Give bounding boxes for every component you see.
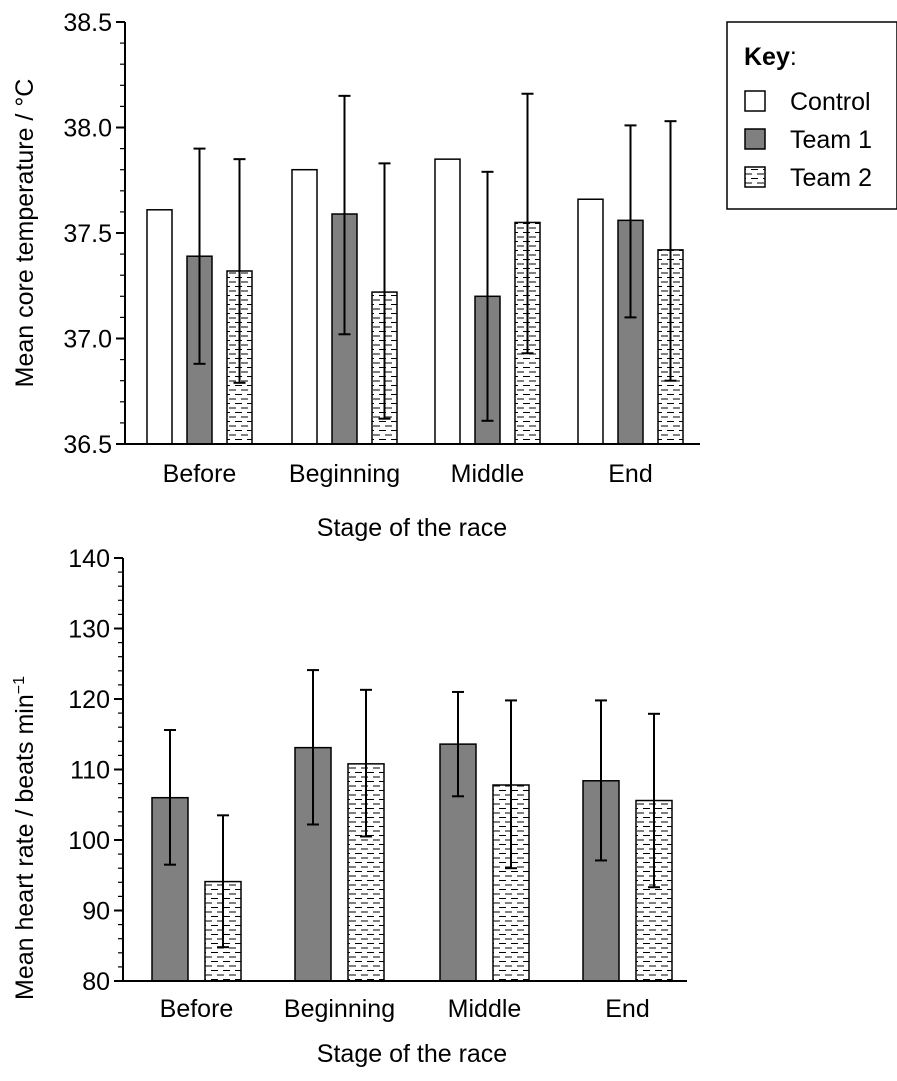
temperature-y-axis-title: Mean core temperature / °C	[11, 79, 39, 388]
temperature-y-tick-label: 38.0	[63, 115, 112, 143]
heart-rate-y-axis-title: Mean heart rate / beats min−1	[11, 676, 39, 1000]
heart-rate-chart: Mean heart rate / beats min−1 80 90 100 110…	[11, 545, 687, 1068]
heart-rate-y-tick-label: 140	[68, 545, 110, 573]
legend-title-colon: :	[790, 43, 797, 71]
temperature-y-tick-label: 37.0	[63, 326, 112, 354]
legend-swatch-control	[745, 91, 765, 111]
temperature-bars	[147, 159, 683, 444]
temperature-bar-control-end	[578, 199, 603, 444]
temperature-x-labels: Before Beginning Middle End	[163, 460, 653, 488]
heart-rate-category-label: Before	[160, 995, 234, 1023]
temperature-y-tick-label: 38.5	[63, 9, 112, 37]
temperature-y-ticks: 36.5 37.0 37.5 38.0 38.5	[63, 9, 125, 459]
heart-rate-y-tick-label: 80	[82, 968, 110, 996]
heart-rate-x-axis-title: Stage of the race	[317, 1040, 507, 1068]
temperature-category-label: Before	[163, 460, 237, 488]
temperature-category-label: Beginning	[289, 460, 400, 488]
heart-rate-y-tick-label: 130	[68, 616, 110, 644]
temperature-bar-control-before	[147, 210, 172, 444]
temperature-category-label: End	[608, 460, 652, 488]
temperature-bar-control-beginning	[292, 170, 317, 444]
heart-rate-y-axis-title-superscript: −1	[11, 676, 28, 694]
legend-label-control: Control	[790, 88, 871, 116]
legend-label-team-1: Team 1	[790, 126, 872, 154]
temperature-bar-control-middle	[435, 159, 460, 444]
heart-rate-y-ticks: 80 90 100 110 120 130 140	[68, 545, 123, 996]
legend-label-team-2: Team 2	[790, 164, 872, 192]
heart-rate-y-tick-label: 90	[82, 898, 110, 926]
temperature-x-axis-title: Stage of the race	[317, 514, 507, 542]
legend-title: Key:	[744, 43, 797, 71]
temperature-category-label: Middle	[451, 460, 525, 488]
legend-swatch-team-1	[745, 129, 765, 149]
heart-rate-bars	[152, 744, 672, 981]
legend-title-bold: Key	[744, 43, 790, 71]
heart-rate-x-labels: Before Beginning Middle End	[160, 995, 650, 1023]
legend: Key: Control Team 1 Team 2	[727, 22, 897, 209]
legend-swatch-team-2	[745, 167, 765, 187]
heart-rate-y-tick-label: 110	[70, 757, 110, 785]
heart-rate-y-tick-label: 120	[68, 686, 110, 714]
heart-rate-category-label: End	[605, 995, 649, 1023]
heart-rate-y-tick-label: 100	[68, 827, 110, 855]
heart-rate-category-label: Beginning	[284, 995, 395, 1023]
temperature-chart: Mean core temperature / °C 36.537.037.53…	[11, 9, 700, 542]
heart-rate-y-axis-title-main: Mean heart rate / beats min	[11, 694, 39, 1000]
heart-rate-category-label: Middle	[448, 995, 522, 1023]
temperature-y-tick-label: 36.5	[63, 431, 112, 459]
temperature-y-tick-label: 37.5	[63, 220, 112, 248]
